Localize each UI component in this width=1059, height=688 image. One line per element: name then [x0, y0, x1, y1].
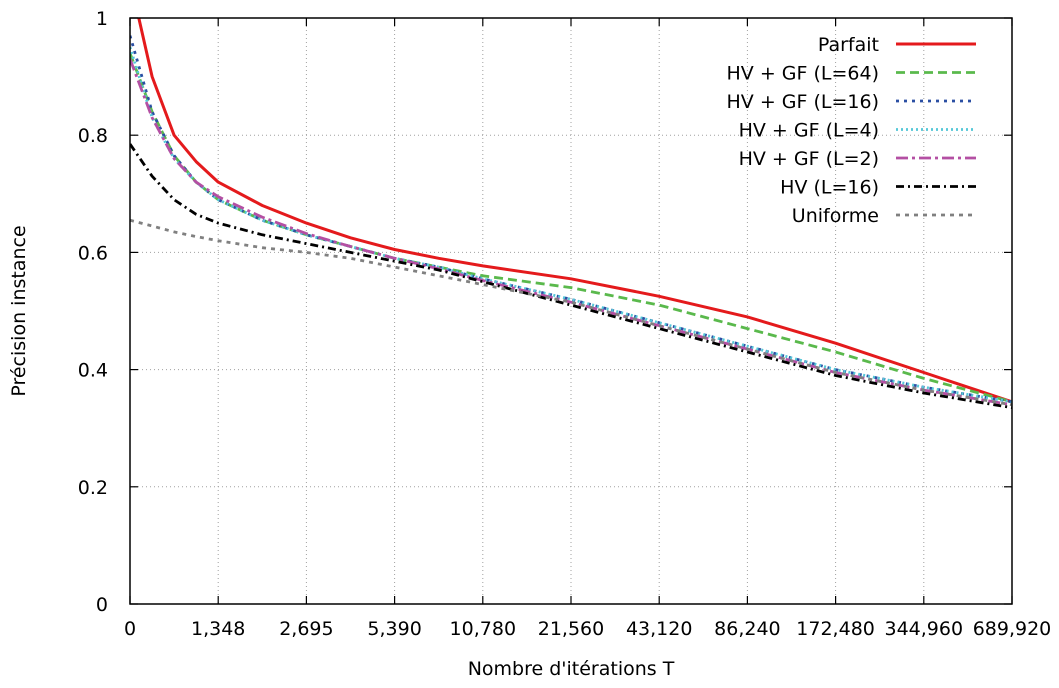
x-tick-label: 2,695 — [279, 618, 333, 640]
x-tick-label: 689,920 — [973, 618, 1052, 640]
x-tick-label: 10,780 — [450, 618, 516, 640]
plot-frame — [129, 17, 1013, 605]
legend-label-uniforme: Uniforme — [792, 205, 879, 227]
tick-labels: 0 1,348 2,695 5,390 10,780 21,560 43,120 86,240… — [78, 8, 1052, 640]
series-line-parfait — [137, 18, 1012, 404]
legend-label-hv-gf-l-2: HV + GF (L=2) — [739, 148, 879, 170]
series-line-uniforme — [130, 218, 1012, 407]
legend-label-hv-l-16: HV (L=16) — [780, 177, 879, 199]
x-tick-label: 43,120 — [626, 618, 692, 640]
x-tick-label: 1,348 — [191, 618, 245, 640]
series-lines — [130, 18, 1012, 410]
legend-label-parfait: Parfait — [818, 34, 879, 56]
y-tick-label: 0 — [96, 594, 108, 616]
y-tick-label: 0.4 — [78, 360, 108, 382]
y-tick-label: 0.8 — [78, 125, 108, 147]
series-line-hv-gf-l-16 — [130, 35, 1012, 404]
series-line-hv-gf-l-4 — [130, 46, 1012, 404]
y-tick-label: 0.6 — [78, 242, 108, 264]
y-axis-label: Précision instance — [8, 225, 30, 396]
x-tick-label: 86,240 — [714, 618, 780, 640]
x-tick-label: 172,480 — [796, 618, 875, 640]
legend-label-hv-gf-l-64: HV + GF (L=64) — [727, 63, 879, 85]
y-tick-label: 1 — [96, 8, 108, 30]
x-tick-label: 344,960 — [885, 618, 964, 640]
legend-label-hv-gf-l-16: HV + GF (L=16) — [727, 91, 879, 113]
grid — [130, 18, 1012, 604]
y-tick-label: 0.2 — [78, 477, 108, 499]
x-tick-label: 21,560 — [538, 618, 604, 640]
series-line-hv-l-16 — [130, 143, 1012, 410]
axis-ticks — [129, 17, 1013, 605]
legend-label-hv-gf-l-4: HV + GF (L=4) — [739, 120, 879, 142]
legend: Parfait HV + GF (L=64) HV + GF (L=16) HV + … — [727, 34, 976, 227]
x-tick-label: 5,390 — [367, 618, 421, 640]
x-axis-label: Nombre d'itérations T — [468, 658, 675, 680]
series-line-hv-gf-l-2 — [130, 58, 1012, 407]
x-tick-label: 0 — [124, 618, 136, 640]
